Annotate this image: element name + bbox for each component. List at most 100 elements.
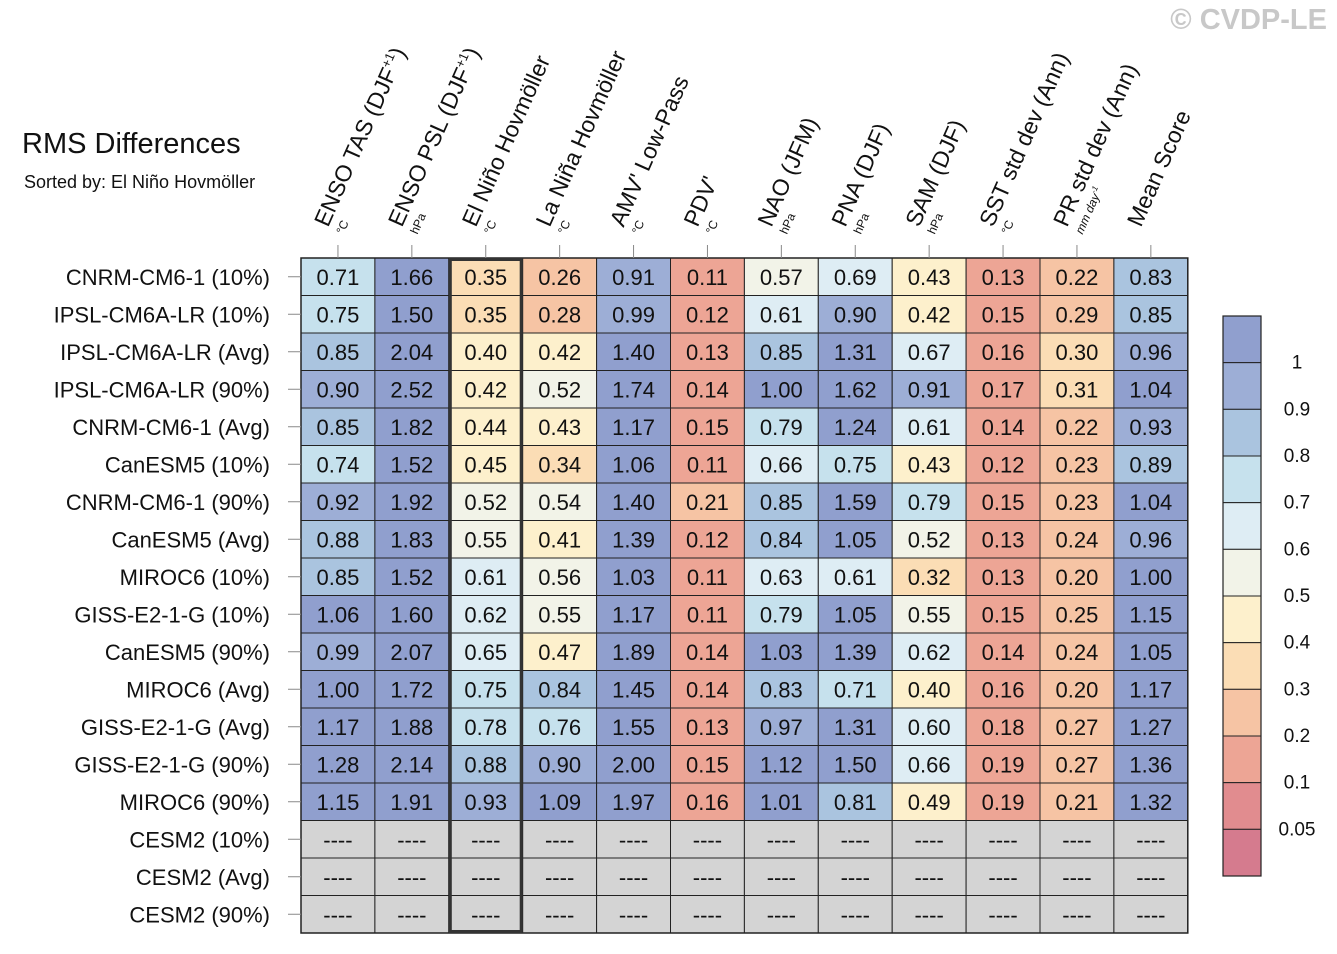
cell-value-label: ----	[988, 865, 1017, 890]
cell-value-label: 0.23	[1056, 452, 1099, 477]
colorbar-swatch	[1222, 408, 1262, 457]
cell-value-label: ----	[1062, 827, 1091, 852]
heatmap-cell	[817, 632, 893, 671]
row-label-miroc6-90: MIROC6 (90%)	[120, 790, 270, 815]
cell-value-label: 1.09	[538, 790, 581, 815]
cell-value-label: 1.92	[390, 490, 433, 515]
cell-value-label: ----	[545, 827, 574, 852]
heatmap-cell	[300, 332, 376, 371]
cell-value-label: ----	[988, 902, 1017, 927]
heatmap-cell	[1039, 782, 1115, 821]
heatmap-cell	[374, 595, 450, 634]
cell-value-label: 0.20	[1056, 677, 1099, 702]
heatmap-cell	[891, 820, 967, 859]
cell-value-label: 0.13	[982, 565, 1025, 590]
colorbar-tick-label: 0.9	[1284, 399, 1310, 420]
cell-value-label: 0.84	[760, 527, 803, 552]
heatmap-cell	[374, 707, 450, 746]
heatmap-cell	[817, 595, 893, 634]
cell-value-label: ----	[1136, 865, 1165, 890]
heatmap-cell	[965, 595, 1041, 634]
cell-value-label: 0.99	[612, 302, 655, 327]
cell-value-label: 0.42	[538, 340, 581, 365]
cell-value-label: 0.40	[464, 340, 507, 365]
heatmap-cell	[965, 332, 1041, 371]
cell-value-label: 1.50	[834, 752, 877, 777]
heatmap-cell	[1113, 670, 1189, 709]
cell-value-label: 0.83	[760, 677, 803, 702]
cell-value-label: 0.66	[908, 752, 951, 777]
heatmap-cell	[374, 670, 450, 709]
cell-value-label: ----	[397, 865, 426, 890]
heatmap-cell	[522, 857, 598, 896]
cell-value-label: 0.16	[686, 790, 729, 815]
cell-value-label: 0.52	[538, 377, 581, 402]
cell-value-label: 0.30	[1056, 340, 1099, 365]
cell-value-label: 0.12	[982, 452, 1025, 477]
cell-value-label: ----	[1062, 902, 1091, 927]
row-label-cesm2-90: CESM2 (90%)	[129, 902, 270, 927]
heatmap-cell	[891, 632, 967, 671]
cell-value-label: 1.00	[760, 377, 803, 402]
heatmap-cell	[670, 857, 745, 896]
cell-value-label: ----	[693, 865, 722, 890]
watermark: © CVDP-LE	[1170, 4, 1327, 36]
cell-value-label: 0.71	[317, 265, 360, 290]
cell-value-label: 0.14	[686, 640, 729, 665]
cell-value-label: 0.43	[908, 452, 951, 477]
cell-value-label: 1.03	[760, 640, 803, 665]
cell-value-label: ----	[767, 865, 796, 890]
cell-value-label: 1.24	[834, 415, 877, 440]
cell-value-label: ----	[841, 902, 870, 927]
cell-value-label: 1.82	[390, 415, 433, 440]
cell-value-label: 0.66	[760, 452, 803, 477]
cell-value-label: 1.74	[612, 377, 655, 402]
chart-subtitle: Sorted by: El Niño Hovmöller	[24, 172, 256, 192]
cell-value-label: 0.28	[538, 302, 581, 327]
cell-value-label: 0.81	[834, 790, 877, 815]
cell-value-label: 1.04	[1129, 490, 1172, 515]
cell-value-label: 0.62	[464, 602, 507, 627]
cell-value-label: 0.78	[464, 715, 507, 740]
cell-value-label: ----	[693, 827, 722, 852]
cell-value-label: 0.14	[686, 377, 729, 402]
heatmap-cell	[965, 557, 1041, 596]
cell-value-label: 0.12	[686, 527, 729, 552]
colorbar-swatch	[1222, 455, 1262, 504]
cell-value-label: 2.14	[390, 752, 433, 777]
heatmap-cell	[448, 670, 524, 709]
colorbar-swatch	[1222, 548, 1262, 597]
heatmap-cell	[670, 407, 745, 446]
column-unit: °C	[629, 218, 647, 236]
cell-value-label: 1.06	[612, 452, 655, 477]
cell-value-label: 0.85	[317, 565, 360, 590]
heatmap-cell	[965, 745, 1041, 784]
cell-value-label: 0.14	[686, 677, 729, 702]
heatmap-cell	[448, 745, 524, 784]
cell-value-label: 1.27	[1129, 715, 1172, 740]
cell-value-label: 0.15	[982, 302, 1025, 327]
heatmap-cell	[670, 745, 745, 784]
heatmap-cell	[670, 482, 745, 521]
cell-value-label: 1.45	[612, 677, 655, 702]
row-label-cesm2-avg: CESM2 (Avg)	[136, 865, 270, 890]
cell-value-label: 1.52	[390, 452, 433, 477]
cell-value-label: ----	[323, 902, 352, 927]
heatmap-cell	[1113, 745, 1189, 784]
cell-value-label: 0.24	[1056, 527, 1099, 552]
heatmap-cell	[1039, 820, 1115, 859]
cell-value-label: 1.31	[834, 715, 877, 740]
cell-value-label: 0.62	[908, 640, 951, 665]
cell-value-label: 0.93	[1129, 415, 1172, 440]
cell-value-label: 0.60	[908, 715, 951, 740]
colorbar-tick-label: 0.05	[1279, 819, 1316, 840]
colorbar-tick-label: 0.2	[1284, 726, 1310, 747]
cell-value-label: ----	[545, 902, 574, 927]
cell-value-label: 1.05	[834, 527, 877, 552]
cell-value-label: 1.15	[1129, 602, 1172, 627]
heatmap-cell	[522, 820, 598, 859]
cell-value-label: 1.17	[612, 602, 655, 627]
cell-value-label: ----	[397, 902, 426, 927]
cell-value-label: ----	[323, 865, 352, 890]
cell-value-label: 0.69	[834, 265, 877, 290]
